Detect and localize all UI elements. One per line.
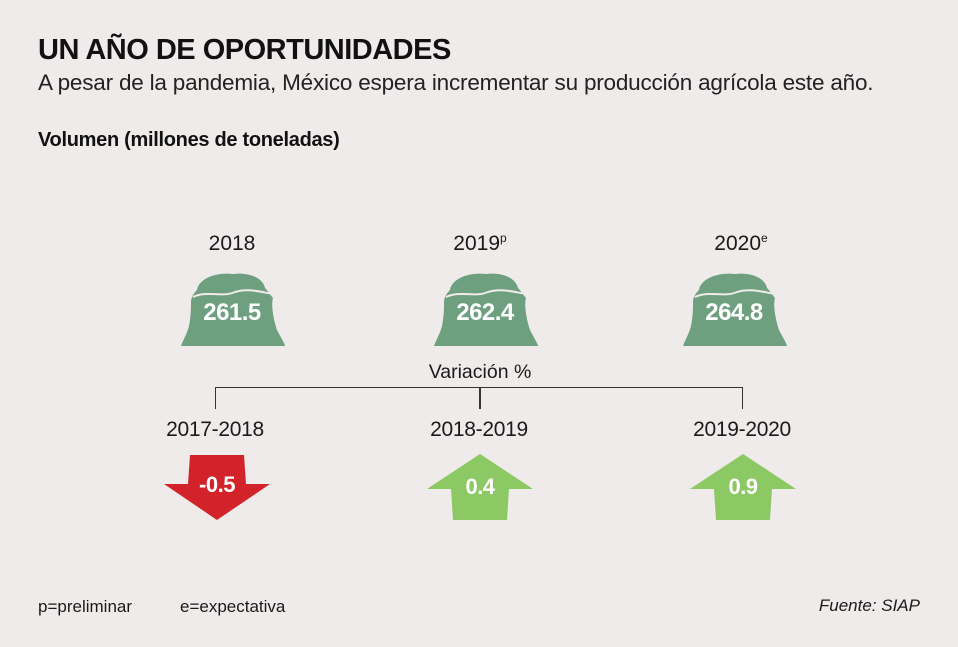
infographic-title: UN AÑO DE OPORTUNIDADES [38, 34, 451, 66]
year-text: 2019 [453, 232, 501, 255]
source-credit: Fuente: SIAP [818, 596, 920, 615]
volume-sack-2018: 261.5 [177, 268, 287, 348]
year-label-2020: 2020e [661, 232, 821, 256]
year-text: 2018 [208, 232, 256, 255]
sack-icon [434, 273, 538, 346]
variation-bracket-center-tick [479, 387, 481, 409]
year-superscript: p [500, 231, 507, 245]
volume-sack-2019: 262.4 [430, 268, 540, 348]
sack-icon [181, 273, 285, 346]
variation-label: Variación % [428, 361, 532, 383]
infographic-subtitle: A pesar de la pandemia, México espera in… [38, 70, 874, 95]
year-label-2019: 2019p [400, 232, 560, 256]
volume-value: 262.4 [456, 299, 514, 326]
year-text: 2020 [714, 232, 762, 255]
volume-value: 264.8 [705, 299, 763, 326]
volume-value: 261.5 [203, 299, 261, 326]
year-superscript: e [761, 231, 768, 245]
variation-arrow-2018-2019: 0.4 [425, 453, 535, 523]
arrow-down-icon [164, 455, 270, 520]
period-label: 2017-2018 [166, 418, 264, 441]
arrow-up-icon [690, 454, 796, 520]
variation-value: -0.5 [199, 472, 235, 497]
variation-arrow-2017-2018: -0.5 [162, 453, 272, 523]
note-expectativa: e=expectativa [180, 597, 286, 616]
arrow-up-icon [427, 454, 533, 520]
note-preliminar: p=preliminar [38, 597, 133, 616]
variation-value: 0.4 [465, 474, 495, 499]
period-label: 2019-2020 [693, 418, 791, 441]
volume-section-label: Volumen (millones de toneladas) [38, 129, 340, 151]
year-label-2018: 2018 [152, 232, 312, 256]
variation-arrow-2019-2020: 0.9 [688, 453, 798, 523]
period-label: 2018-2019 [430, 418, 528, 441]
sack-icon [683, 273, 787, 346]
variation-value: 0.9 [728, 474, 758, 499]
volume-sack-2020: 264.8 [679, 268, 789, 348]
